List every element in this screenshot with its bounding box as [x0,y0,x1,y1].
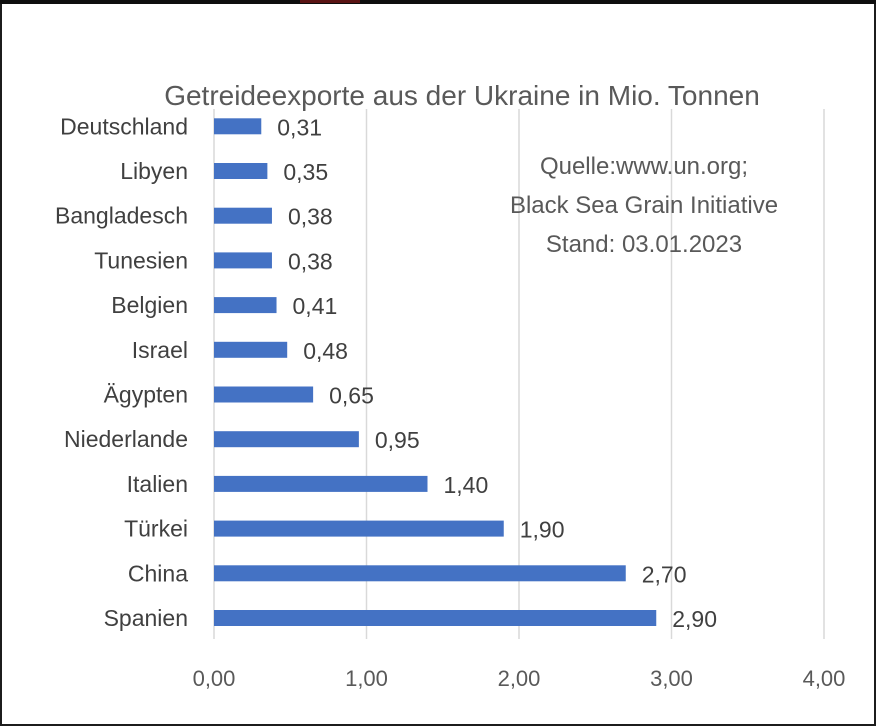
value-label: 0,41 [293,293,338,319]
bar [214,297,277,314]
category-label: Ägypten [104,382,188,408]
value-label: 0,95 [375,427,420,453]
x-tick-label: 1,00 [345,666,388,691]
x-axis-ticks: 0,00 1,00 2,00 3,00 4,00 [193,666,846,691]
category-label: Belgien [111,292,188,318]
value-label: 0,65 [329,383,374,409]
bar [214,520,504,537]
category-label: Tunesien [94,247,188,273]
top-bar-accent [300,0,360,3]
value-label: 2,70 [642,561,687,587]
value-label: 1,90 [520,517,565,543]
bar [214,610,657,626]
x-tick-label: 3,00 [650,666,693,691]
value-labels: 2,90 2,70 1,90 1,40 0,950,65 0,48 0,41 0,38 0,38… [277,114,717,632]
category-label: Türkei [124,516,188,542]
value-label: 1,40 [444,472,489,498]
value-label: 0,48 [303,338,348,364]
x-tick-label: 4,00 [803,666,846,691]
annotation-line-3: Stand: 03.01.2023 [546,231,742,258]
bar [214,207,272,224]
bar [214,341,288,358]
category-label: Libyen [120,158,188,184]
category-label: Israel [132,337,188,363]
category-label: China [128,560,188,586]
value-label: 0,38 [288,248,333,274]
bars [214,118,657,626]
bar [214,475,428,492]
top-bar [0,0,876,4]
bar [214,163,268,179]
value-label: 2,90 [672,606,717,632]
category-label: Spanien [104,605,188,631]
category-label: Niederlande [64,426,188,452]
category-label: Bangladesch [55,203,188,229]
grid-lines [213,109,825,639]
chart-panel: Getreideexporte aus der Ukraine in Mio. … [2,4,874,724]
bar-chart: Getreideexporte aus der Ukraine in Mio. … [55,80,846,691]
bar [214,565,626,582]
bar [214,118,262,135]
value-label: 0,38 [288,204,333,230]
bar [214,252,272,269]
x-tick-label: 0,00 [193,666,236,691]
category-label: Deutschland [60,113,188,139]
source-annotation: Quelle:www.un.org; Black Sea Grain Initi… [510,153,778,258]
x-tick-label: 2,00 [498,666,541,691]
bar [214,386,314,403]
annotation-line-2: Black Sea Grain Initiative [510,192,778,219]
category-labels: Spanien China Türkei Italien Niederlande Ägyp… [55,113,188,631]
value-label: 0,35 [283,159,328,185]
annotation-line-1: Quelle:www.un.org; [540,153,748,180]
chart-title: Getreideexporte aus der Ukraine in Mio. … [164,80,760,111]
bar [214,431,359,448]
value-label: 0,31 [277,114,322,140]
category-label: Italien [127,471,188,497]
